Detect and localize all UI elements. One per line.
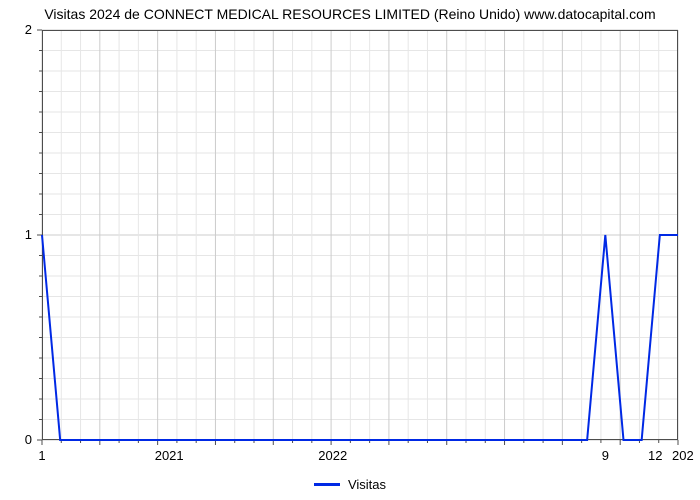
legend-swatch [314,483,340,486]
chart-title: Visitas 2024 de CONNECT MEDICAL RESOURCE… [0,6,700,22]
x-tick-label: 2021 [139,448,199,463]
x-tick-label: 1 [12,448,72,463]
x-tick-label: 202 [672,448,700,463]
legend-label: Visitas [348,477,386,492]
y-tick-label: 1 [0,227,32,242]
x-tick-label: 9 [575,448,635,463]
x-tick-label: 2022 [303,448,363,463]
y-tick-label: 0 [0,432,32,447]
chart-plot [42,30,678,440]
chart-legend: Visitas [0,476,700,492]
y-tick-label: 2 [0,22,32,37]
